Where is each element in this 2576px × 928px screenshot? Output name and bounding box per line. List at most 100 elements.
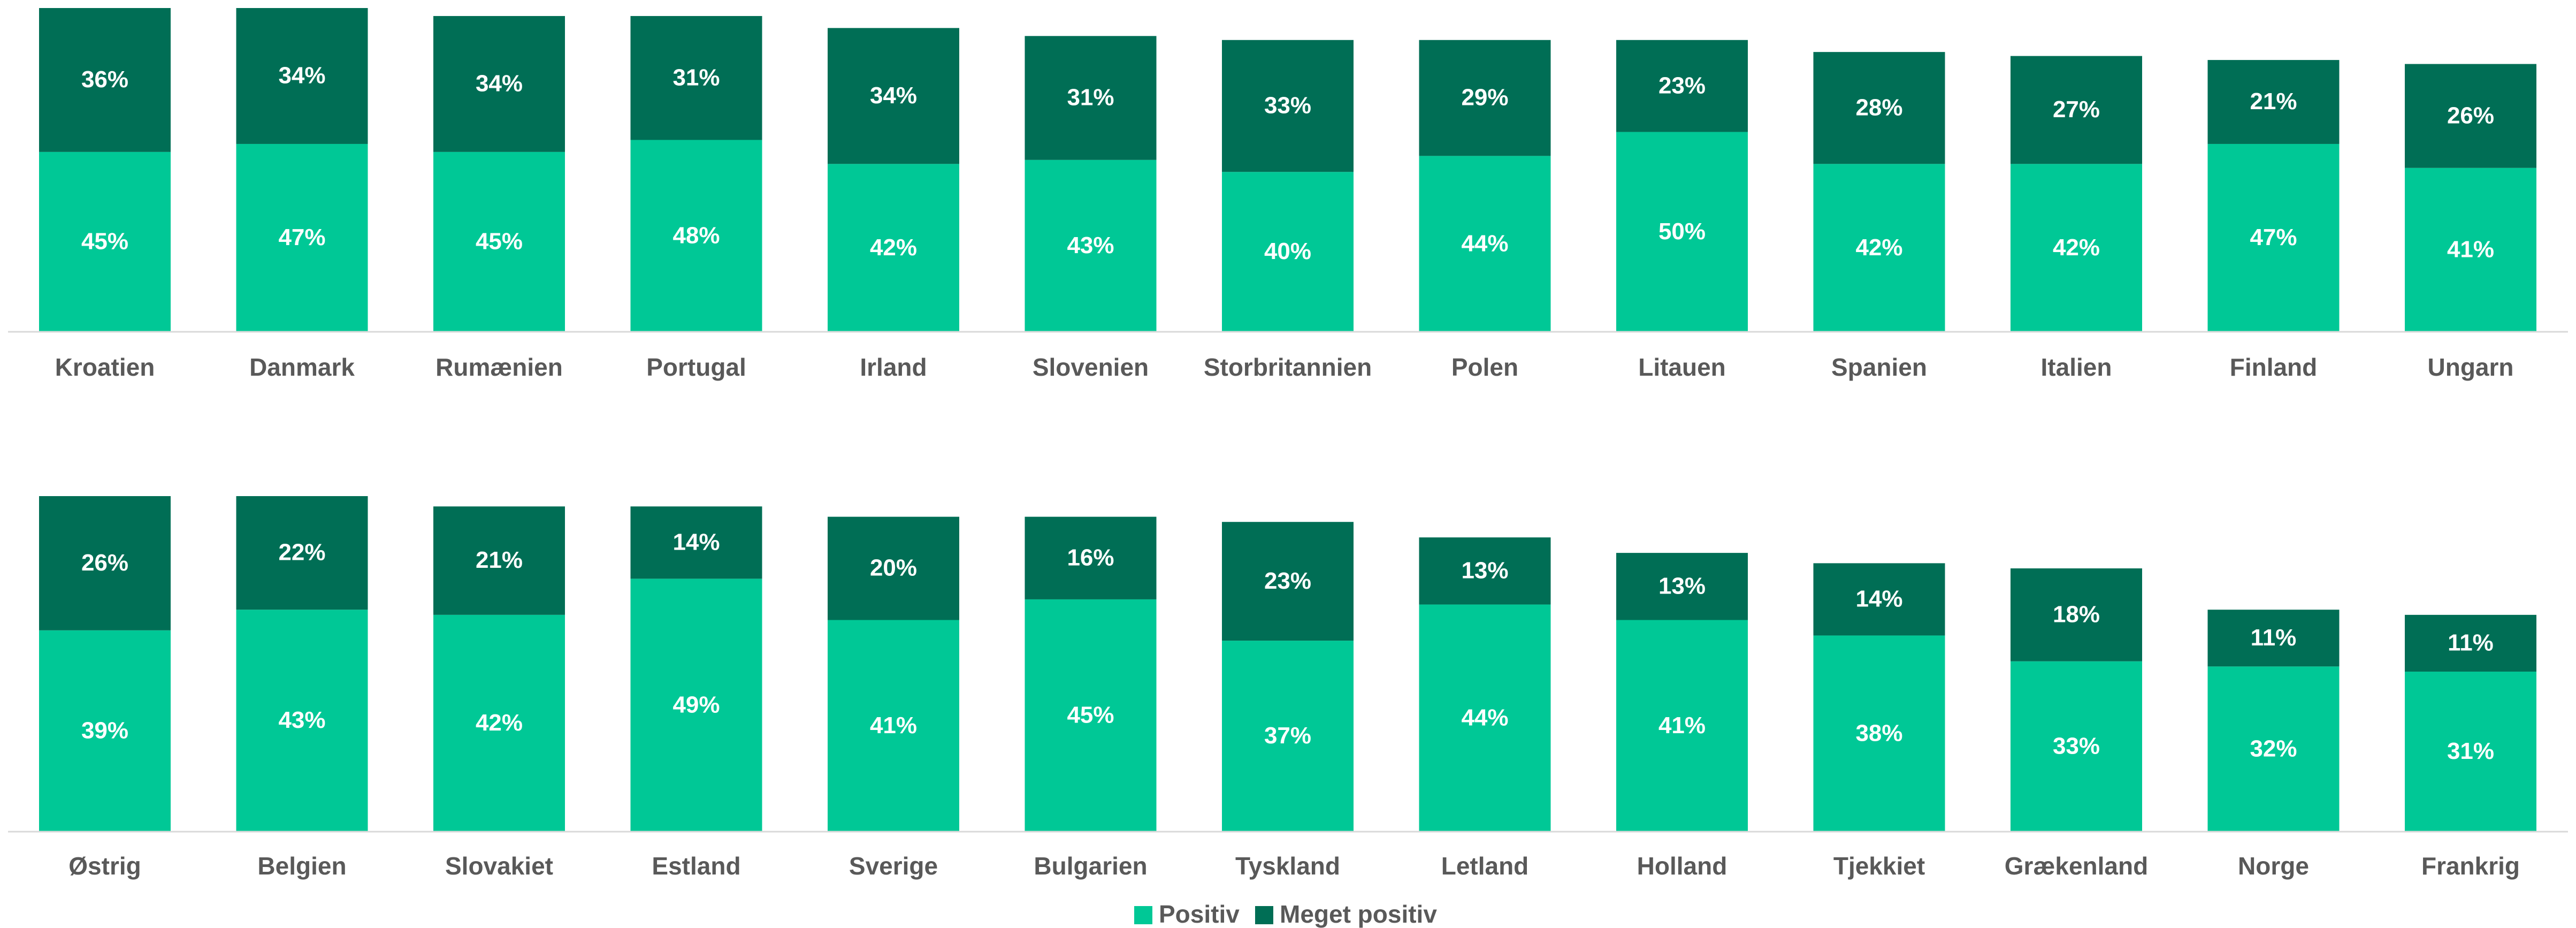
bar-segment — [1419, 537, 1551, 605]
data-label: 42% — [476, 710, 523, 736]
bar-segment — [433, 506, 565, 615]
bar-segment — [828, 164, 959, 332]
bar-segment — [236, 8, 368, 144]
data-label: 11% — [2251, 625, 2297, 651]
data-label: 22% — [278, 539, 325, 566]
bar-segment — [1813, 635, 1945, 832]
bar-segment — [2405, 671, 2536, 832]
data-label: 41% — [1658, 712, 1706, 739]
bar-segment — [2405, 168, 2536, 332]
data-label: 20% — [870, 555, 917, 581]
data-label: 47% — [278, 224, 325, 250]
data-label: 41% — [2447, 237, 2494, 263]
bar-segment — [2011, 568, 2142, 661]
data-label: 41% — [870, 712, 917, 739]
bar-segment — [630, 16, 762, 140]
data-label: 48% — [672, 222, 720, 248]
x-tick-label: Holland — [1637, 852, 1727, 880]
bar-segment — [2207, 60, 2340, 144]
data-label: 44% — [1461, 704, 1508, 731]
x-tick-label: Ungarn — [2428, 353, 2514, 381]
bar-segment — [630, 579, 762, 832]
x-tick-label: Italien — [2041, 353, 2112, 381]
data-label: 33% — [2053, 733, 2100, 759]
x-tick-label: Litauen — [1638, 353, 1726, 381]
data-label: 38% — [1855, 720, 1902, 746]
legend-swatch — [1134, 906, 1152, 924]
bar-segment — [1813, 563, 1945, 636]
data-label: 14% — [672, 529, 720, 555]
data-label: 32% — [2250, 735, 2297, 762]
bar-segment — [1616, 40, 1748, 132]
legend-swatch — [1255, 906, 1273, 924]
legend-label: Positiv — [1159, 900, 1240, 928]
x-tick-label: Tyskland — [1235, 852, 1340, 880]
x-tick-label: Polen — [1451, 353, 1518, 381]
bar-segment — [2011, 56, 2142, 164]
x-tick-label: Kroatien — [55, 353, 155, 381]
legend-label: Meget positiv — [1280, 900, 1437, 928]
bar-segment — [236, 496, 368, 610]
data-label: 23% — [1658, 72, 1706, 98]
bar-segment — [1025, 599, 1157, 832]
data-label: 42% — [870, 234, 917, 261]
x-tick-label: Tjekkiet — [1833, 852, 1925, 880]
data-label: 28% — [1855, 94, 1902, 120]
bar-segment — [2207, 666, 2340, 832]
bar-segment — [630, 506, 762, 579]
data-label: 13% — [1658, 573, 1706, 599]
bar-segment — [1616, 553, 1748, 620]
data-label: 45% — [1067, 702, 1114, 728]
bar-segment — [630, 140, 762, 332]
data-label: 23% — [1264, 568, 1311, 594]
bar-segment — [2011, 661, 2142, 832]
bar-segment — [236, 143, 368, 332]
data-label: 31% — [1067, 85, 1114, 111]
data-label: 34% — [476, 71, 523, 97]
data-label: 33% — [1264, 93, 1311, 119]
data-label: 36% — [81, 66, 128, 93]
bar-segment — [39, 151, 171, 332]
bar-segment — [236, 610, 368, 832]
data-label: 34% — [278, 63, 325, 89]
x-tick-label: Bulgarien — [1034, 852, 1147, 880]
bar-segment — [2207, 143, 2340, 332]
data-label: 47% — [2250, 224, 2297, 250]
data-label: 29% — [1461, 85, 1508, 111]
data-label: 34% — [870, 82, 917, 109]
x-tick-label: Slovenien — [1033, 353, 1149, 381]
bar-segment — [1616, 620, 1748, 832]
x-tick-label: Sverige — [849, 852, 938, 880]
bar-segment — [2207, 610, 2340, 667]
data-label: 18% — [2053, 601, 2100, 627]
data-label: 21% — [476, 547, 523, 573]
bar-segment — [1419, 40, 1551, 156]
data-label: 26% — [81, 550, 128, 576]
bar-segment — [1419, 604, 1551, 832]
data-label: 11% — [2448, 630, 2494, 656]
bar-segment — [828, 28, 959, 164]
x-tick-label: Irland — [860, 353, 927, 381]
bar-segment — [433, 16, 565, 152]
data-label: 45% — [476, 229, 523, 255]
x-tick-label: Letland — [1441, 852, 1529, 880]
data-label: 44% — [1461, 230, 1508, 256]
bar-segment — [39, 8, 171, 152]
x-tick-label: Spanien — [1831, 353, 1927, 381]
data-label: 45% — [81, 229, 128, 255]
bar-segment — [2405, 614, 2536, 672]
bar-segment — [2405, 64, 2536, 168]
bar-segment — [1813, 52, 1945, 164]
data-label: 14% — [1855, 586, 1902, 612]
data-label: 49% — [672, 691, 720, 718]
x-tick-label: Finland — [2230, 353, 2318, 381]
bar-segment — [1419, 156, 1551, 332]
x-tick-label: Belgien — [257, 852, 346, 880]
bar-segment — [1222, 641, 1354, 832]
bar-segment — [1222, 172, 1354, 332]
data-label: 16% — [1067, 544, 1114, 571]
bar-segment — [1813, 164, 1945, 332]
x-tick-label: Slovakiet — [445, 852, 553, 880]
bar-segment — [39, 630, 171, 832]
